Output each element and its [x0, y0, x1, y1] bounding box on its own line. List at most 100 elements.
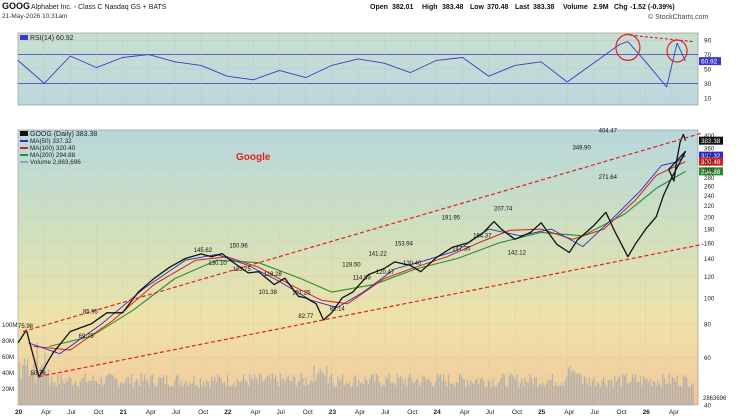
volume-bar: [435, 381, 437, 405]
x-tick-label: Apr: [41, 409, 52, 416]
volume-bar: [313, 365, 315, 405]
x-tick-label: 21: [120, 409, 128, 416]
volume-bar: [532, 385, 534, 405]
volume-bar: [340, 379, 342, 405]
volume-bar: [214, 376, 216, 405]
volume-bar: [609, 381, 611, 405]
right-value-tag: [699, 167, 723, 176]
volume-bar: [553, 386, 555, 405]
volume-bar: [414, 382, 416, 405]
volume-bar: [227, 374, 229, 405]
legend-label-ma50: MA(50) 337.32: [30, 138, 72, 145]
volume-bar: [337, 376, 339, 405]
volume-bar: [249, 374, 251, 405]
volume-bar: [556, 386, 558, 405]
volume-bar: [638, 381, 640, 405]
volume-bar: [363, 384, 365, 405]
price-data-label: 88.14: [330, 307, 346, 313]
volume-bar: [251, 377, 253, 405]
volume-bar: [420, 381, 422, 405]
volume-bar: [683, 376, 685, 405]
volume-bar: [619, 376, 621, 405]
volume-bar: [283, 378, 285, 405]
price-data-label: 50.76: [31, 371, 47, 377]
volume-bar: [267, 376, 269, 405]
volume-bar: [531, 378, 533, 405]
volume-bar: [215, 382, 217, 405]
volume-bar: [174, 379, 176, 405]
volume-bar: [462, 378, 464, 405]
volume-bar: [476, 379, 478, 405]
volume-bar: [355, 375, 357, 405]
volume-bar: [158, 377, 160, 405]
volume-bar: [46, 373, 48, 405]
volume-bar: [691, 384, 693, 405]
grid-layer: [17, 33, 698, 406]
volume-bar: [81, 377, 83, 405]
trendlines: [23, 132, 704, 378]
volume-bar: [483, 380, 485, 405]
volume-bar: [179, 385, 181, 405]
volume-bar: [255, 377, 257, 405]
volume-bar: [183, 383, 185, 405]
volume-bar: [575, 373, 577, 405]
volume-bar: [623, 375, 625, 405]
volume-bar: [161, 377, 163, 405]
volume-bar: [375, 373, 377, 405]
volume-bar: [585, 377, 587, 405]
volume-bar: [527, 383, 529, 405]
volume-bar: [311, 382, 313, 405]
right-value-tag: [699, 157, 723, 166]
volume-bar: [331, 373, 333, 405]
price-data-label: 69.75: [79, 334, 95, 340]
volume-bar: [127, 376, 129, 405]
x-tick-label: Apr: [250, 409, 261, 416]
volume-bar: [603, 376, 605, 405]
volume-bar: [649, 378, 651, 405]
volume-tick-label: 20M: [2, 386, 14, 393]
volume-bar: [271, 373, 273, 405]
right-value-label: 320.40: [701, 159, 721, 166]
annotation-google: Google: [236, 152, 271, 163]
volume-bar: [396, 374, 398, 405]
volume-bar: [203, 381, 205, 405]
volume-bar: [374, 381, 376, 405]
volume-bar: [148, 385, 150, 405]
volume-bar: [545, 383, 547, 405]
volume-bar: [324, 375, 326, 405]
volume-bar: [281, 379, 283, 405]
volume-bar: [172, 387, 174, 405]
volume-bar: [111, 375, 113, 405]
price-data-label: 191.95: [442, 216, 461, 222]
x-tick-label: Jul: [590, 409, 599, 416]
volume-bar: [134, 382, 136, 405]
volume-bar: [505, 384, 507, 405]
volume-bar: [404, 378, 406, 405]
volume-bar: [438, 376, 440, 405]
price-data-label: 147.35: [452, 247, 471, 253]
volume-bar: [276, 381, 278, 405]
volume-bar: [411, 378, 413, 405]
volume-bar: [601, 380, 603, 405]
volume-bar: [68, 376, 70, 405]
volume-bar: [526, 382, 528, 405]
volume-bar: [289, 380, 291, 405]
volume-bar: [508, 375, 510, 405]
volume-bar: [459, 373, 461, 405]
volume-bar: [566, 376, 568, 405]
volume-bar: [647, 382, 649, 405]
volume-bar: [358, 379, 360, 405]
price-data-label: 141.22: [368, 251, 387, 257]
volume-bar: [385, 376, 387, 405]
volume-bar: [611, 379, 613, 405]
volume-bar: [292, 374, 294, 405]
x-tick-label: 24: [433, 409, 441, 416]
rsi-tick-label: 90: [704, 38, 712, 45]
volume-bar: [524, 378, 526, 405]
volume-tick-label: 100M: [2, 322, 17, 329]
right-value-label: 383.38: [701, 138, 721, 145]
volume-bar: [439, 374, 441, 405]
price-data-label: 404.47: [599, 128, 618, 134]
volume-bar: [79, 381, 81, 405]
volume-bar: [126, 377, 128, 405]
